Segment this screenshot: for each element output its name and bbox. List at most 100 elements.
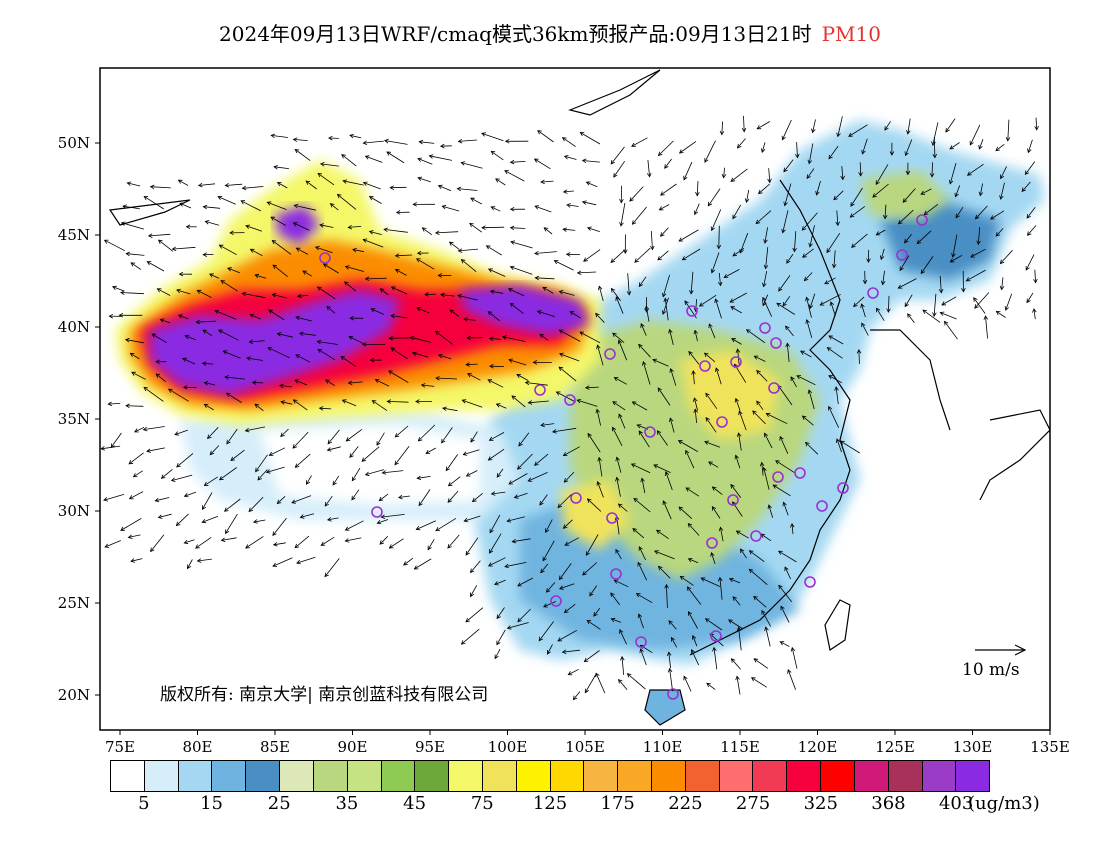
- x-tick-label: 135E: [1030, 738, 1070, 756]
- wind-vector-head: [265, 469, 271, 474]
- wind-vector-head: [494, 581, 499, 586]
- wind-vector: [395, 254, 413, 257]
- wind-vector: [563, 190, 574, 193]
- wind-vector-head: [736, 143, 742, 149]
- colorbar-tick-label: 45: [403, 793, 427, 814]
- wind-vector: [585, 386, 599, 389]
- wind-vector: [782, 295, 791, 307]
- wind-vector-head: [848, 132, 853, 137]
- wind-vector-head: [668, 620, 673, 625]
- wind-vector: [384, 140, 408, 145]
- wind-vector-head: [686, 586, 692, 592]
- wind-vector-head: [644, 305, 650, 311]
- wind-vector-head: [949, 145, 955, 150]
- wind-vector-head: [969, 140, 974, 146]
- wind-vector: [143, 196, 165, 210]
- wind-vector-head: [510, 240, 515, 245]
- wind-vector: [250, 314, 261, 320]
- colorbar-swatch: [956, 761, 990, 791]
- wind-vector: [612, 427, 623, 446]
- wind-vector-head: [840, 175, 845, 181]
- wind-vector: [447, 534, 460, 549]
- wind-vector-head: [586, 619, 592, 625]
- wind-vector: [417, 177, 431, 183]
- wind-vector: [225, 376, 245, 380]
- wind-vector: [736, 530, 749, 539]
- wind-vector: [121, 222, 145, 230]
- wind-vector: [669, 668, 673, 692]
- wind-vector: [563, 228, 576, 231]
- wind-vector: [178, 179, 189, 186]
- wind-vector-head: [708, 461, 713, 466]
- wind-vector-head: [753, 658, 759, 663]
- wind-vector-head: [295, 354, 301, 359]
- wind-vector: [543, 227, 553, 235]
- wind-vector-head: [413, 565, 419, 570]
- wind-vector: [777, 385, 793, 406]
- wind-vector: [120, 292, 145, 295]
- wind-vector-head: [536, 310, 542, 315]
- wind-vector-head: [462, 451, 468, 456]
- title-main: 2024年09月13日WRF/cmaq模式36km预报产品:09月13日21时: [219, 22, 812, 46]
- wind-vector-head: [904, 302, 909, 308]
- wind-vector: [486, 245, 502, 256]
- wind-vector: [787, 669, 796, 690]
- y-tick-label: 30N: [58, 502, 90, 520]
- wind-vector: [634, 247, 651, 263]
- colorbar-swatch: [280, 761, 314, 791]
- wind-vector: [696, 181, 699, 196]
- city-marker: [534, 384, 546, 396]
- wind-vector: [805, 442, 819, 455]
- colorbar-tick-label: 5: [138, 793, 150, 814]
- wind-vector-head: [716, 244, 722, 250]
- wind-vector: [760, 533, 772, 542]
- wind-vector-head: [176, 463, 181, 468]
- wind-vector: [618, 503, 628, 512]
- wind-vector: [828, 145, 839, 159]
- wind-vector: [510, 266, 533, 275]
- wind-vector: [610, 592, 621, 606]
- wind-vector-head: [381, 470, 387, 475]
- lake-balkhash: [108, 199, 191, 226]
- wind-vector-head: [125, 403, 130, 409]
- wind-vector: [489, 533, 502, 554]
- wind-vector-head: [386, 151, 392, 156]
- wind-vector-head: [403, 561, 408, 566]
- wind-vector-head: [661, 310, 667, 315]
- wind-vector: [647, 159, 650, 177]
- wind-vector: [830, 301, 836, 317]
- wind-vector: [398, 495, 410, 498]
- wind-vector-head: [595, 408, 600, 414]
- colorbar-swatch: [347, 761, 382, 791]
- wind-vector: [694, 397, 698, 411]
- wind-vector: [780, 641, 790, 647]
- wind-vector-head: [728, 577, 734, 583]
- wind-vector: [292, 431, 309, 449]
- wind-vector: [833, 190, 844, 200]
- wind-vector: [226, 428, 238, 445]
- wind-vector-head: [326, 305, 331, 311]
- wind-vector-head: [951, 253, 956, 258]
- wind-vector-head: [632, 528, 637, 533]
- wind-vector-head: [224, 375, 229, 380]
- wind-vector-head: [220, 280, 226, 285]
- wind-vector-head: [295, 247, 301, 252]
- wind-vector-head: [781, 135, 786, 141]
- wind-vector-head: [147, 233, 153, 238]
- wind-vector: [445, 454, 459, 471]
- wind-vector: [583, 249, 601, 262]
- wind-vector: [496, 403, 507, 409]
- wind-vector: [1001, 277, 1004, 290]
- wind-vector: [808, 389, 815, 410]
- wind-vector: [582, 562, 598, 576]
- wind-vector: [562, 649, 580, 653]
- wind-vector-head: [320, 541, 326, 546]
- wind-vector: [705, 417, 717, 433]
- wind-vector-head: [783, 201, 788, 207]
- wind-vector-head: [390, 347, 396, 352]
- wind-vector: [812, 119, 816, 133]
- x-tick-label: 115E: [720, 738, 760, 756]
- wind-vector: [664, 158, 672, 169]
- wind-vector-head: [587, 432, 592, 438]
